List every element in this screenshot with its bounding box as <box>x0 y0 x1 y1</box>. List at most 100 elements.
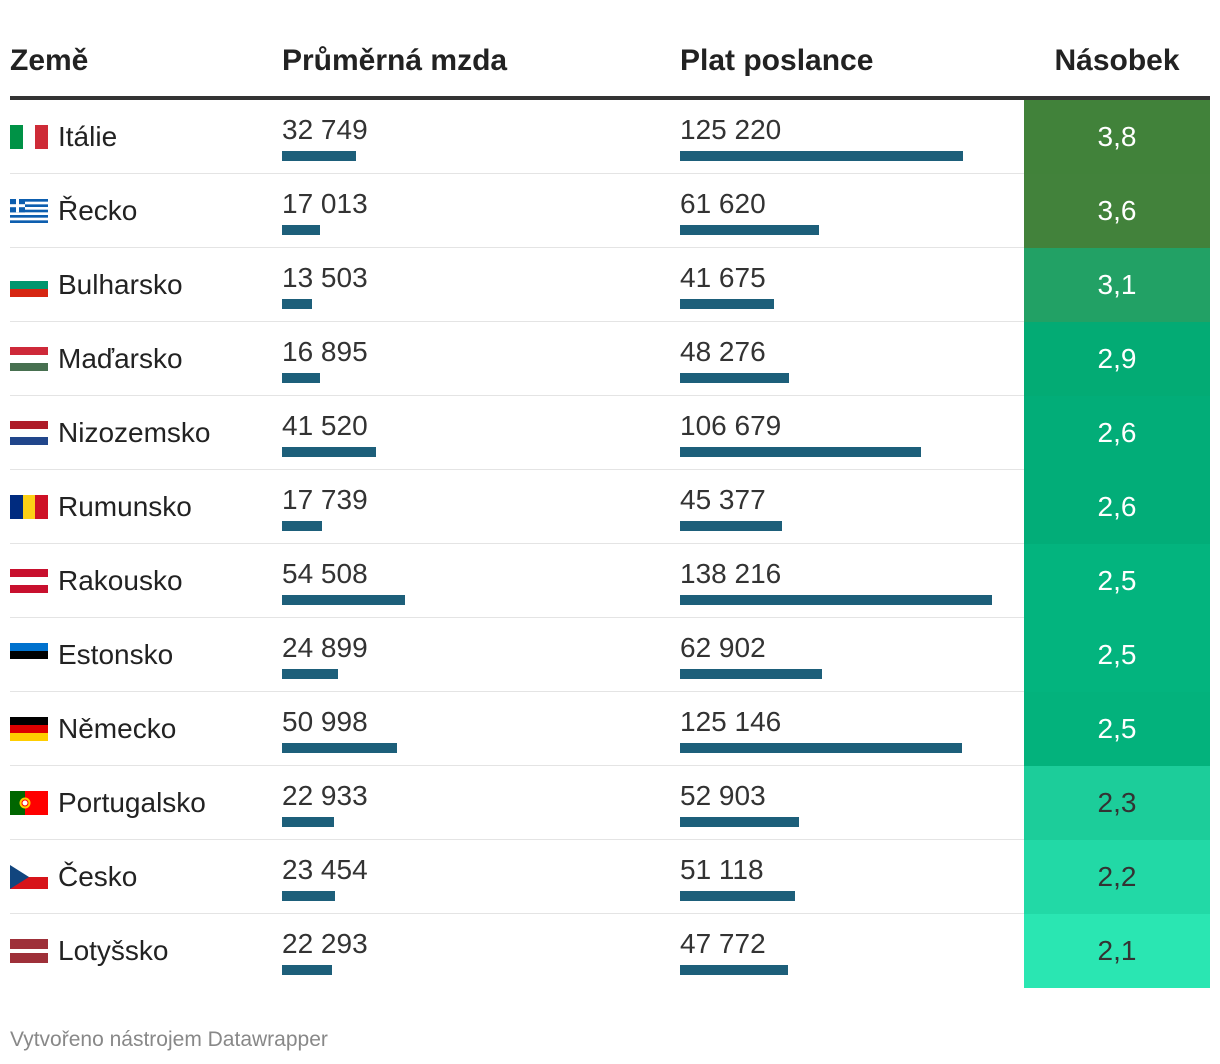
table-row: Bulharsko 13 503 41 675 3,1 <box>10 248 1210 322</box>
mp-salary-value: 45 377 <box>680 484 766 515</box>
average-wage-value: 22 933 <box>282 780 368 811</box>
hungary-flag-icon <box>10 347 48 371</box>
estonia-flag-icon <box>10 643 48 667</box>
multiple-cell: 2,5 <box>1024 618 1210 692</box>
romania-flag-icon <box>10 495 48 519</box>
average-wage-value: 24 899 <box>282 632 368 663</box>
table-row: Rumunsko 17 739 45 377 2,6 <box>10 470 1210 544</box>
mp-salary-bar <box>680 521 782 531</box>
average-wage-value: 17 739 <box>282 484 368 515</box>
table-row: Řecko 17 013 61 620 3,6 <box>10 174 1210 248</box>
multiple-cell: 2,6 <box>1024 396 1210 470</box>
average-wage-bar <box>282 373 320 383</box>
footer-credit: Vytvořeno nástrojem Datawrapper <box>10 1028 328 1051</box>
mp-salary-bar <box>680 743 962 753</box>
data-table: Země Průměrná mzda Plat poslance Násobek… <box>10 0 1210 988</box>
mp-salary-bar <box>680 447 921 457</box>
country-name: Lotyšsko <box>58 935 169 966</box>
multiple-cell: 2,5 <box>1024 692 1210 766</box>
header-country[interactable]: Země <box>10 44 89 77</box>
average-wage-value: 16 895 <box>282 336 368 367</box>
italy-flag-icon <box>10 125 48 149</box>
multiple-cell: 2,5 <box>1024 544 1210 618</box>
average-wage-value: 23 454 <box>282 854 368 885</box>
average-wage-value: 32 749 <box>282 114 368 145</box>
country-name: Bulharsko <box>58 269 183 300</box>
average-wage-bar <box>282 447 376 457</box>
country-name: Itálie <box>58 121 118 152</box>
table-row: Maďarsko 16 895 48 276 2,9 <box>10 322 1210 396</box>
table-row: Rakousko 54 508 138 216 2,5 <box>10 544 1210 618</box>
mp-salary-bar <box>680 373 789 383</box>
mp-salary-bar <box>680 669 822 679</box>
average-wage-bar <box>282 817 334 827</box>
germany-flag-icon <box>10 717 48 741</box>
mp-salary-value: 106 679 <box>680 410 782 441</box>
table-header: Země Průměrná mzda Plat poslance Násobek <box>10 0 1210 100</box>
average-wage-value: 50 998 <box>282 706 368 737</box>
mp-salary-value: 138 216 <box>680 558 782 589</box>
header-average-wage[interactable]: Průměrná mzda <box>282 44 508 77</box>
mp-salary-value: 52 903 <box>680 780 766 811</box>
portugal-flag-icon <box>10 791 48 815</box>
country-name: Maďarsko <box>58 343 183 374</box>
table-row: Portugalsko 22 933 52 903 2,3 <box>10 766 1210 840</box>
netherlands-flag-icon <box>10 421 48 445</box>
table-row: Česko 23 454 51 118 2,2 <box>10 840 1210 914</box>
header-multiple[interactable]: Násobek <box>1054 44 1180 77</box>
country-name: Řecko <box>58 195 138 226</box>
mp-salary-bar <box>680 965 788 975</box>
multiple-cell: 2,3 <box>1024 766 1210 840</box>
multiple-cell: 3,8 <box>1024 100 1210 174</box>
mp-salary-value: 41 675 <box>680 262 766 293</box>
latvia-flag-icon <box>10 939 48 963</box>
multiple-cell: 2,2 <box>1024 840 1210 914</box>
multiple-cell: 3,1 <box>1024 248 1210 322</box>
average-wage-bar <box>282 595 405 605</box>
mp-salary-value: 51 118 <box>680 854 764 885</box>
mp-salary-bar <box>680 225 819 235</box>
header-mp-salary[interactable]: Plat poslance <box>680 44 874 77</box>
table-row: Itálie 32 749 125 220 3,8 <box>10 100 1210 174</box>
table-row: Německo 50 998 125 146 2,5 <box>10 692 1210 766</box>
mp-salary-value: 125 220 <box>680 114 782 145</box>
bulgaria-flag-icon <box>10 273 48 297</box>
average-wage-bar <box>282 965 332 975</box>
czech-flag-icon <box>10 865 48 889</box>
country-name: Estonsko <box>58 639 174 670</box>
country-name: Rakousko <box>58 565 183 596</box>
mp-salary-bar <box>680 817 799 827</box>
average-wage-value: 22 293 <box>282 928 368 959</box>
country-name: Rumunsko <box>58 491 192 522</box>
average-wage-value: 17 013 <box>282 188 368 219</box>
mp-salary-bar <box>680 891 795 901</box>
average-wage-bar <box>282 743 397 753</box>
table-row: Estonsko 24 899 62 902 2,5 <box>10 618 1210 692</box>
average-wage-value: 13 503 <box>282 262 368 293</box>
mp-salary-value: 62 902 <box>680 632 766 663</box>
mp-salary-value: 125 146 <box>680 706 782 737</box>
mp-salary-bar <box>680 299 774 309</box>
country-name: Česko <box>58 861 138 892</box>
multiple-cell: 2,1 <box>1024 914 1210 988</box>
mp-salary-value: 47 772 <box>680 928 766 959</box>
average-wage-bar <box>282 151 356 161</box>
country-name: Nizozemsko <box>58 417 211 448</box>
greece-flag-icon <box>10 199 48 223</box>
mp-salary-value: 61 620 <box>680 188 766 219</box>
country-name: Německo <box>58 713 177 744</box>
table-row: Lotyšsko 22 293 47 772 2,1 <box>10 914 1210 988</box>
table-row: Nizozemsko 41 520 106 679 2,6 <box>10 396 1210 470</box>
average-wage-bar <box>282 225 320 235</box>
austria-flag-icon <box>10 569 48 593</box>
average-wage-value: 41 520 <box>282 410 368 441</box>
mp-salary-value: 48 276 <box>680 336 766 367</box>
multiple-cell: 2,6 <box>1024 470 1210 544</box>
country-name: Portugalsko <box>58 787 206 818</box>
table-body: Itálie 32 749 125 220 3,8 Řecko 17 013 61 620 3… <box>10 100 1210 988</box>
average-wage-value: 54 508 <box>282 558 368 589</box>
average-wage-bar <box>282 299 312 309</box>
average-wage-bar <box>282 891 335 901</box>
multiple-cell: 2,9 <box>1024 322 1210 396</box>
multiple-cell: 3,6 <box>1024 174 1210 248</box>
